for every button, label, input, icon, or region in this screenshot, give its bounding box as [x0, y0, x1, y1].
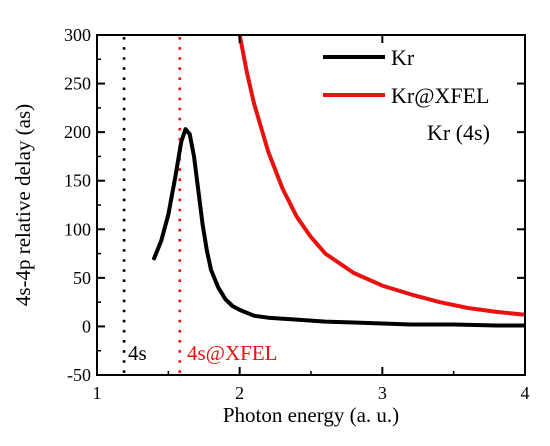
x-tick-label: 3 — [378, 383, 387, 403]
series-line-0 — [152, 127, 525, 328]
y-axis-title: 4s-4p relative delay (as) — [11, 104, 35, 306]
y-tick-label: 300 — [64, 25, 91, 45]
y-tick-label: 50 — [73, 268, 91, 288]
y-tick-label: 150 — [64, 171, 91, 191]
y-tick-label: 250 — [64, 74, 91, 94]
x-axis-title: Photon energy (a. u.) — [223, 403, 399, 427]
axis-ticks: 1 2 3 4 -50 0 50 100 150 200 250 300 — [64, 25, 530, 403]
y-tick-label: 100 — [64, 219, 91, 239]
y-tick-label: 0 — [82, 316, 91, 336]
vline-label-4s-xfel: 4s@XFEL — [187, 341, 278, 365]
x-tick-label: 1 — [93, 383, 102, 403]
legend: Kr Kr@XFEL — [323, 45, 489, 108]
y-tick-label: -50 — [67, 365, 91, 385]
series-line-1 — [237, 35, 525, 317]
vline-label-4s: 4s — [128, 341, 147, 365]
series-lines — [152, 35, 525, 328]
x-tick-label: 2 — [235, 383, 244, 403]
legend-label-kr-xfel: Kr@XFEL — [391, 83, 489, 108]
legend-label-kr: Kr — [391, 45, 415, 70]
x-tick-label: 4 — [521, 383, 530, 403]
panel-annotation: Kr (4s) — [427, 120, 490, 145]
y-tick-label: 200 — [64, 122, 91, 142]
